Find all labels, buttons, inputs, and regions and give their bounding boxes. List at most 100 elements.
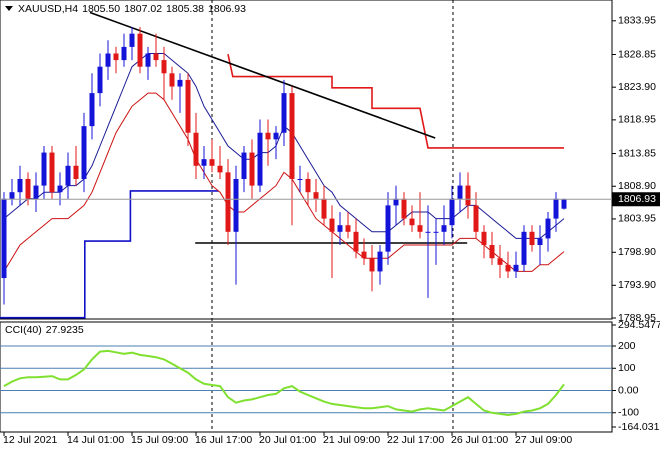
y-tick-label: 1798.90 — [618, 246, 656, 258]
header-open: 1805.50 — [82, 3, 120, 15]
candle-body — [529, 231, 535, 246]
candle-body — [25, 178, 31, 199]
cci-tick-label: -100 — [618, 407, 639, 419]
y-tick-label: 1818.95 — [618, 114, 656, 126]
candle-body — [537, 238, 543, 246]
candle-body — [449, 198, 455, 226]
candle-body — [329, 218, 335, 232]
candle-body — [297, 178, 303, 180]
candle-body — [505, 264, 511, 272]
candle-body — [513, 264, 519, 272]
cci-line — [3, 349, 565, 417]
candle-body — [353, 231, 359, 252]
candle-body — [81, 126, 87, 179]
cci-label: CCI(40) — [5, 324, 42, 336]
x-tick-label: 20 Jul 01:00 — [259, 434, 316, 446]
candle-body — [441, 225, 447, 232]
candle-body — [457, 185, 463, 199]
cci-tick-label: 294.5477 — [618, 319, 660, 331]
candle-body — [233, 178, 239, 232]
candle-body — [177, 79, 183, 87]
candle-body — [289, 93, 295, 179]
candle-body — [305, 178, 311, 193]
candle-body — [73, 165, 79, 179]
candle-body — [417, 225, 423, 232]
candle-body — [17, 178, 23, 193]
candle-body — [49, 152, 55, 193]
candle-body — [249, 152, 255, 186]
candle-body — [57, 185, 63, 193]
header-high: 1807.02 — [124, 3, 162, 15]
cci-panel — [0, 321, 613, 433]
x-tick-label: 26 Jul 01:00 — [451, 434, 508, 446]
candle-body — [161, 60, 167, 74]
candle-body — [113, 53, 119, 61]
header: XAUUSD,H4 1805.50 1807.02 1805.38 1806.93 — [18, 3, 246, 15]
candle-body — [185, 79, 191, 133]
candle-body — [561, 199, 567, 209]
candle-body — [145, 53, 151, 67]
candle-body — [313, 192, 319, 199]
y-tick-label: 1788.95 — [618, 312, 656, 324]
candle-body — [129, 33, 135, 47]
candle-body — [201, 159, 207, 166]
candle-body — [97, 66, 103, 94]
y-tick-label: 1793.90 — [618, 279, 656, 291]
candle-body — [497, 258, 503, 265]
x-tick-label: 22 Jul 17:00 — [387, 434, 444, 446]
y-tick-label: 1803.95 — [618, 213, 656, 225]
y-tick-label: 1813.85 — [618, 147, 656, 159]
candle-body — [217, 165, 223, 173]
candle-body — [33, 185, 39, 199]
y-tick-label: 1808.90 — [618, 180, 656, 192]
candle-body — [401, 198, 407, 219]
x-tick-label: 15 Jul 09:00 — [131, 434, 188, 446]
cci-tick-label: 100 — [618, 362, 636, 374]
candle-body — [473, 205, 479, 232]
candle-body — [9, 192, 15, 199]
header-low: 1805.38 — [166, 3, 204, 15]
candle-body — [169, 73, 175, 87]
candle-body — [337, 225, 343, 232]
candle-body — [425, 231, 431, 233]
y-tick-label: 1823.90 — [618, 81, 656, 93]
candle-body — [385, 205, 391, 252]
drawing-line — [89, 11, 436, 139]
candle-body — [433, 231, 439, 233]
candle-body — [209, 159, 215, 166]
cci-tick-label: 0.00 — [618, 384, 639, 396]
cci-tick-label: 200 — [618, 340, 636, 352]
candle-body — [1, 198, 7, 279]
candle-body — [153, 53, 159, 61]
current-price-label: 1806.93 — [618, 193, 656, 205]
drawing-line — [0, 190, 219, 319]
candle-body — [553, 198, 559, 219]
candle-body — [137, 33, 143, 67]
candle-body — [265, 132, 271, 140]
candle-body — [409, 218, 415, 226]
candle-body — [225, 172, 231, 232]
candle-body — [65, 165, 71, 186]
candle-body — [361, 251, 367, 259]
x-tick-label: 14 Jul 01:00 — [67, 434, 124, 446]
x-tick-label: 21 Jul 09:00 — [323, 434, 380, 446]
candle-body — [257, 132, 263, 186]
candle-body — [489, 245, 495, 259]
candle-body — [321, 198, 327, 219]
candle-body — [377, 251, 383, 272]
candle-body — [345, 225, 351, 232]
candle-body — [193, 132, 199, 166]
candle-body — [121, 46, 127, 61]
candle-body — [41, 152, 47, 186]
candle-body — [545, 218, 551, 239]
candle-body — [465, 185, 471, 206]
symbol: XAUUSD,H4 — [18, 3, 78, 15]
candle-body — [89, 93, 95, 127]
x-tick-label: 12 Jul 2021 — [3, 434, 57, 446]
header-close: 1806.93 — [208, 3, 246, 15]
candle-body — [241, 152, 247, 179]
menu-triangle — [5, 6, 13, 11]
y-tick-label: 1828.85 — [618, 48, 656, 60]
